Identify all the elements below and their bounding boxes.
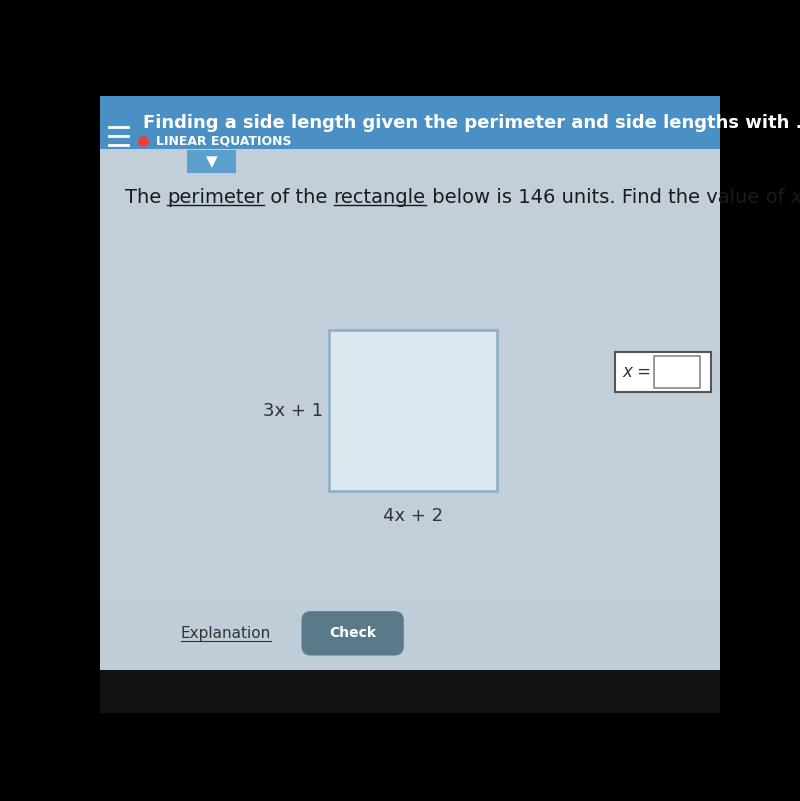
FancyBboxPatch shape — [654, 356, 700, 388]
FancyBboxPatch shape — [100, 599, 720, 670]
Text: rectangle: rectangle — [334, 188, 426, 207]
Text: 3x + 1: 3x + 1 — [263, 401, 323, 420]
Text: of the: of the — [264, 188, 334, 207]
FancyBboxPatch shape — [100, 96, 720, 148]
Text: below is 146 units. Find the value of: below is 146 units. Find the value of — [426, 188, 790, 207]
Text: Finding a side length given the perimeter and side lengths with ...: Finding a side length given the perimete… — [143, 114, 800, 131]
FancyBboxPatch shape — [302, 611, 404, 655]
FancyBboxPatch shape — [330, 331, 497, 491]
Text: ▼: ▼ — [206, 154, 218, 169]
Text: 4x + 2: 4x + 2 — [383, 506, 443, 525]
Text: Explanation: Explanation — [181, 626, 271, 642]
Text: LINEAR EQUATIONS: LINEAR EQUATIONS — [156, 134, 291, 147]
Text: Check: Check — [329, 626, 376, 640]
FancyBboxPatch shape — [187, 150, 237, 173]
Text: x: x — [790, 188, 800, 207]
Text: perimeter: perimeter — [167, 188, 264, 207]
Text: x =: x = — [622, 364, 657, 381]
Text: The: The — [125, 188, 167, 207]
FancyBboxPatch shape — [100, 148, 720, 670]
FancyBboxPatch shape — [100, 670, 720, 713]
FancyBboxPatch shape — [614, 352, 710, 392]
